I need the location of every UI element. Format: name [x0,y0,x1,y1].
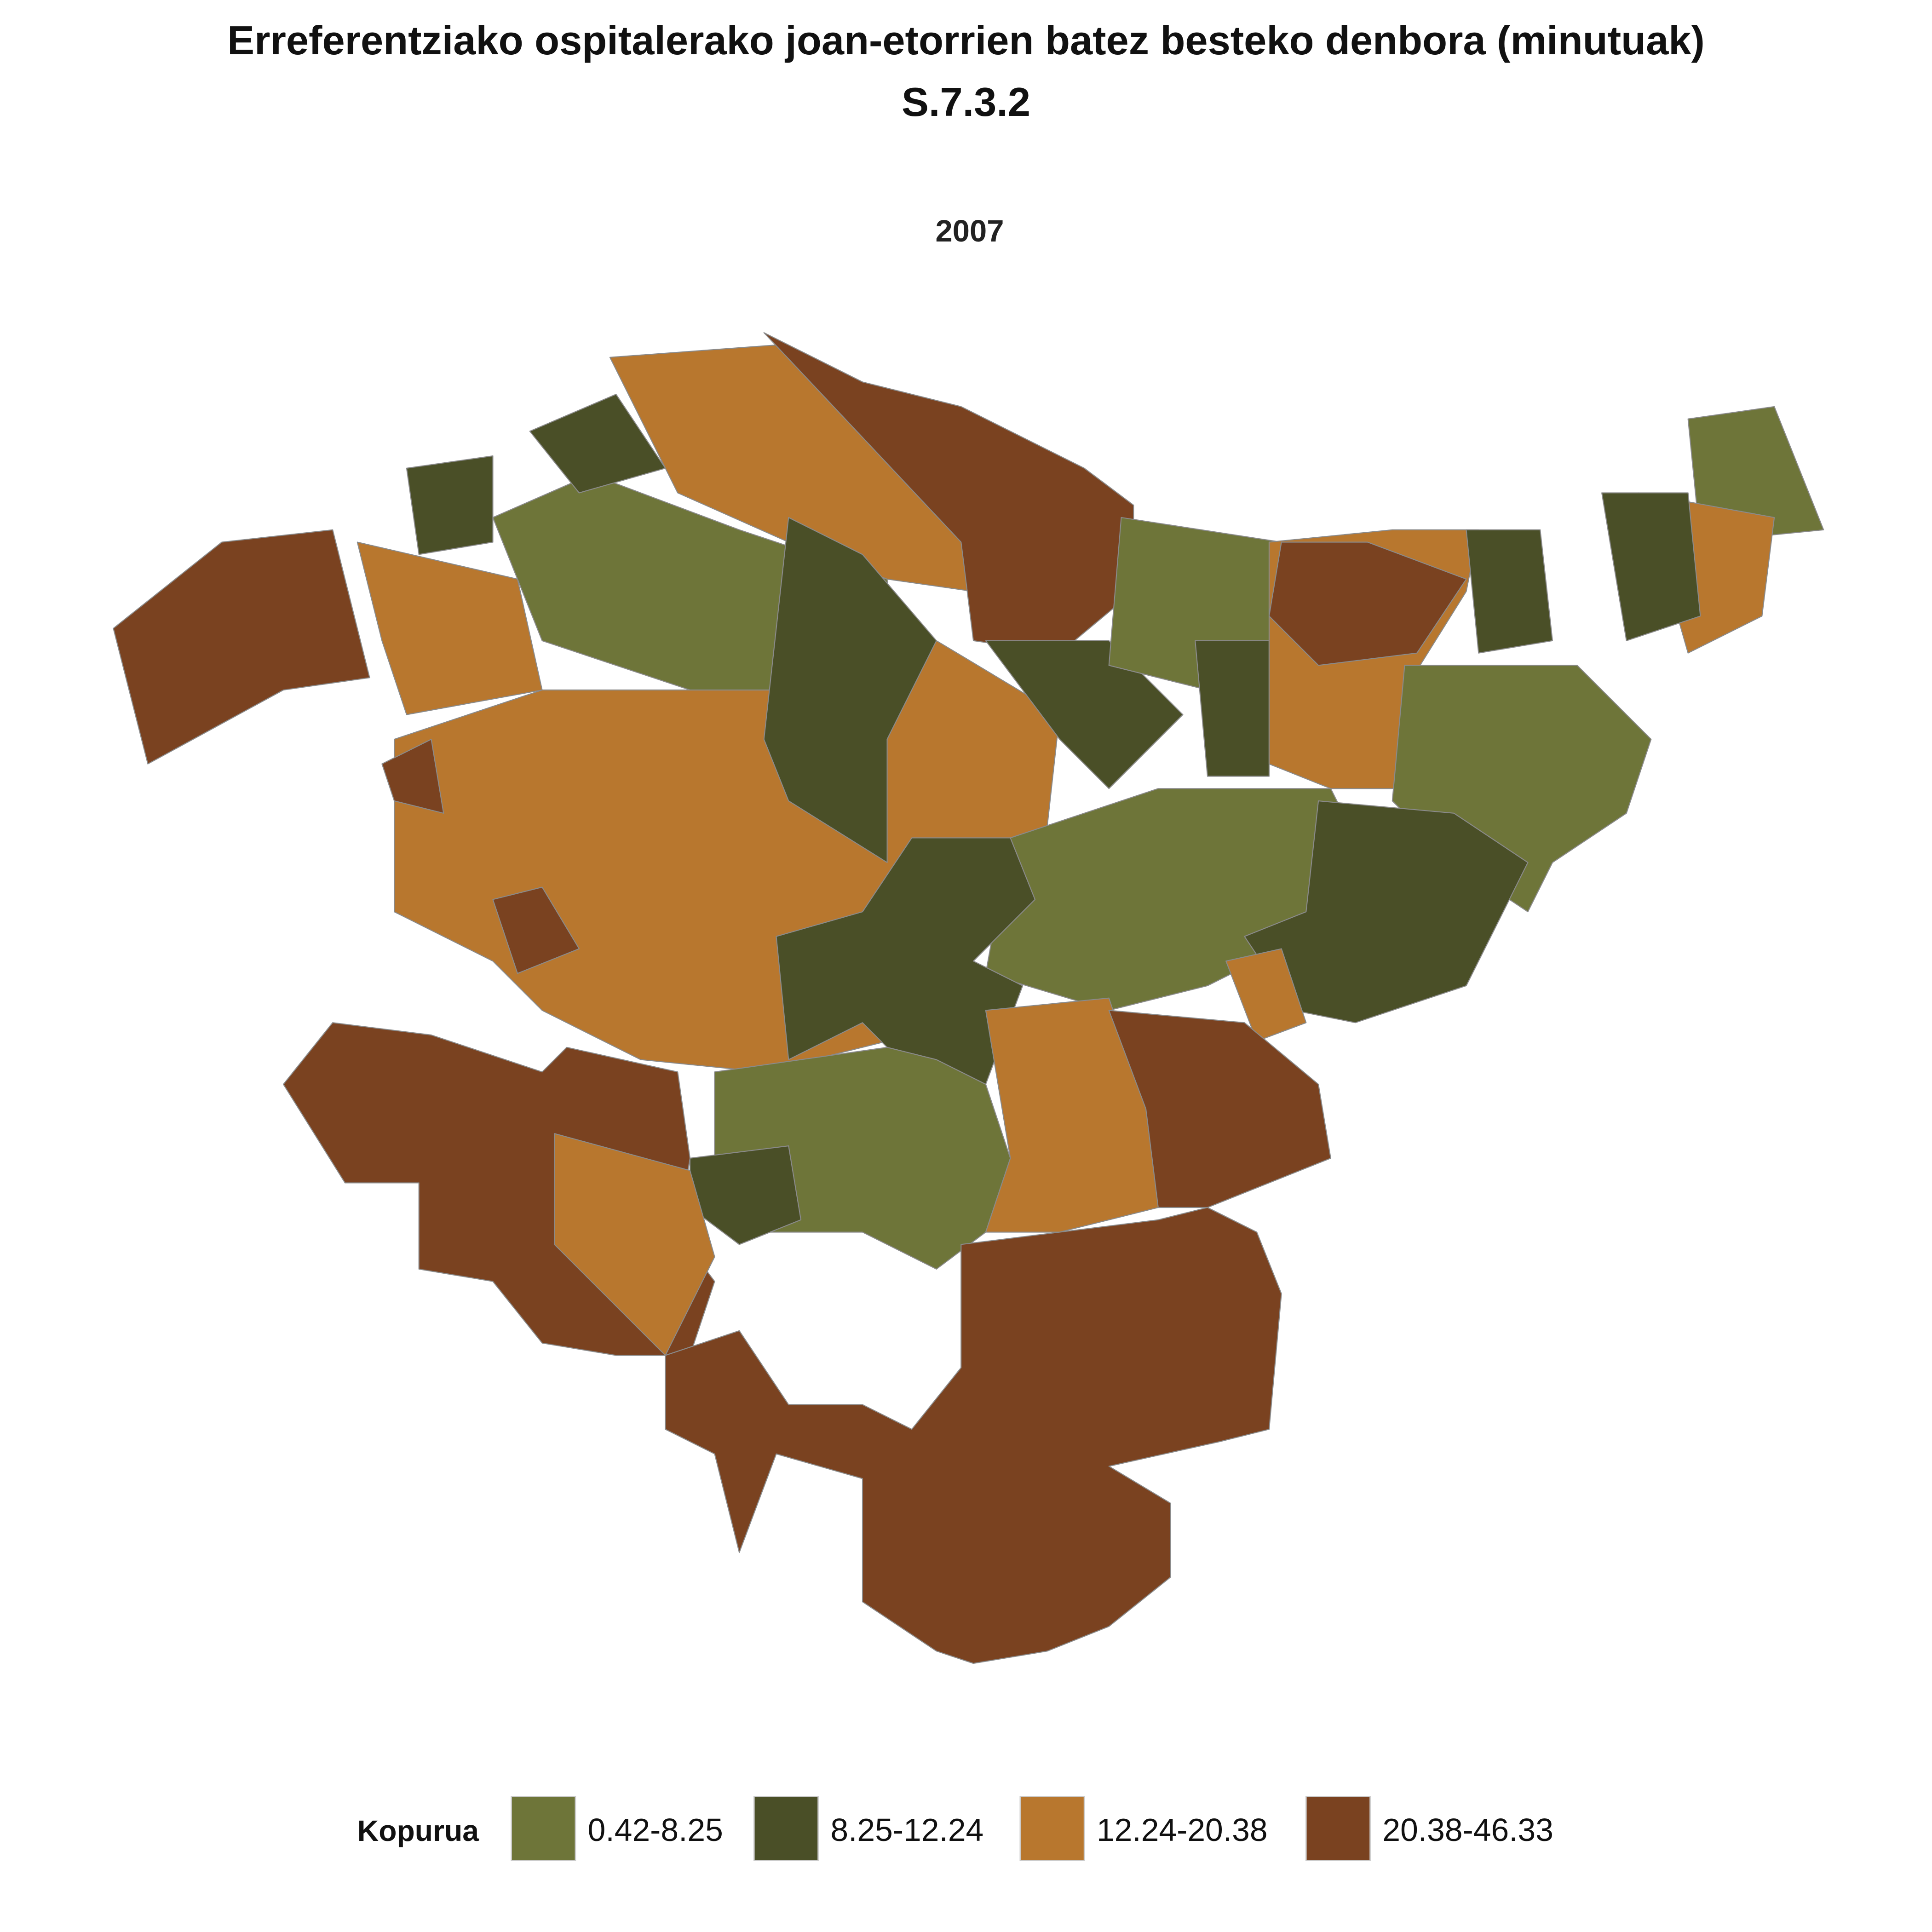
region [406,455,494,555]
legend-swatch [1305,1796,1371,1861]
legend-label: 20.38-46.33 [1382,1812,1553,1848]
legend-title: Kopurua [357,1814,479,1847]
map-code: S.7.3.2 [902,79,1030,125]
legend-label: 0.42-8.25 [588,1812,723,1848]
region [1466,529,1553,654]
legend-swatch [511,1796,576,1861]
region [1601,492,1701,641]
region [381,739,444,814]
region [1195,640,1270,777]
regions [113,332,1824,1664]
region [665,1207,1282,1664]
legend: Kopurua 0.42-8.25 8.25-12.24 12.24-20.38 20… [357,1796,1553,1861]
region [1225,948,1307,1042]
region [113,529,370,765]
region [763,517,937,863]
legend-swatch [1019,1796,1085,1861]
map-title: Erreferentziako ospitalerako joan-etorri… [227,17,1705,63]
region [985,640,1184,789]
legend-swatch [753,1796,819,1861]
region [1268,541,1467,666]
region [1108,1010,1331,1208]
region [356,541,543,715]
region [1244,800,1529,1024]
legend-label: 8.25-12.24 [830,1812,983,1848]
legend-label: 12.24-20.38 [1097,1812,1268,1848]
map-year: 2007 [936,214,1004,248]
region [492,886,580,974]
